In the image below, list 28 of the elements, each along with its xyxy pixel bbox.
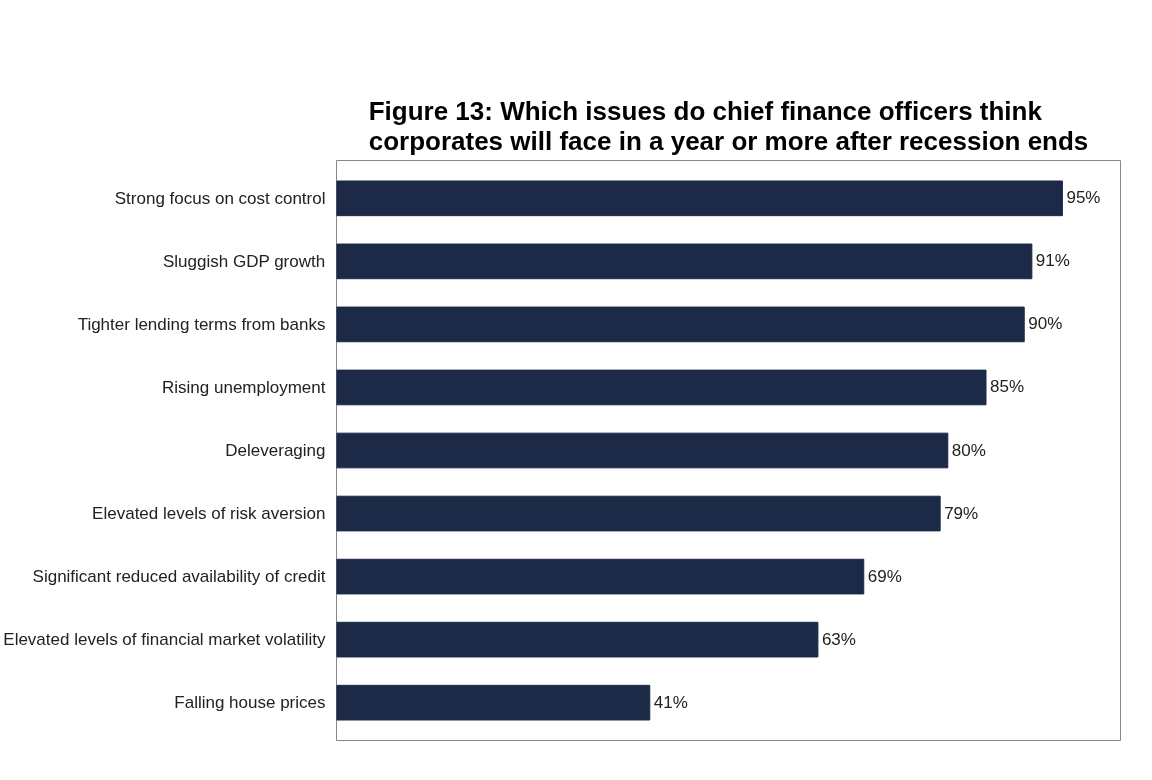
- bar: [336, 495, 941, 532]
- y-tick-label: Elevated levels of risk aversion: [92, 504, 326, 524]
- chart-title: Figure 13: Which issues do chief finance officers think corporates will face in a year or more after recession ends: [368, 95, 1089, 156]
- y-tick-label: Rising unemployment: [162, 377, 326, 397]
- bar: [336, 432, 949, 469]
- bar: [336, 558, 865, 595]
- data-label: 90%: [1028, 314, 1063, 334]
- bar: [336, 306, 1025, 343]
- data-label: 85%: [990, 377, 1025, 397]
- bar: [336, 684, 651, 721]
- data-label: 69%: [867, 566, 902, 586]
- y-tick-label: Strong focus on cost control: [114, 188, 326, 208]
- y-tick-label: Deleveraging: [225, 441, 326, 460]
- y-tick-label: Tighter lending terms from banks: [77, 314, 326, 334]
- bar: [336, 369, 987, 406]
- data-label: 63%: [821, 629, 856, 649]
- data-label: 95%: [1066, 188, 1101, 208]
- data-label: 41%: [653, 692, 688, 712]
- bar: [336, 621, 819, 658]
- y-tick-label: Falling house prices: [174, 693, 326, 713]
- data-label: 79%: [944, 503, 979, 523]
- y-tick-label: Sluggish GDP growth: [162, 251, 326, 271]
- data-label: 91%: [1035, 251, 1070, 271]
- bar: [336, 243, 1033, 280]
- bar: [336, 180, 1063, 217]
- y-tick-label: Significant reduced availability of credit: [32, 567, 326, 587]
- y-tick-label: Elevated levels of financial market volatility: [3, 630, 326, 650]
- data-label: 80%: [951, 440, 986, 460]
